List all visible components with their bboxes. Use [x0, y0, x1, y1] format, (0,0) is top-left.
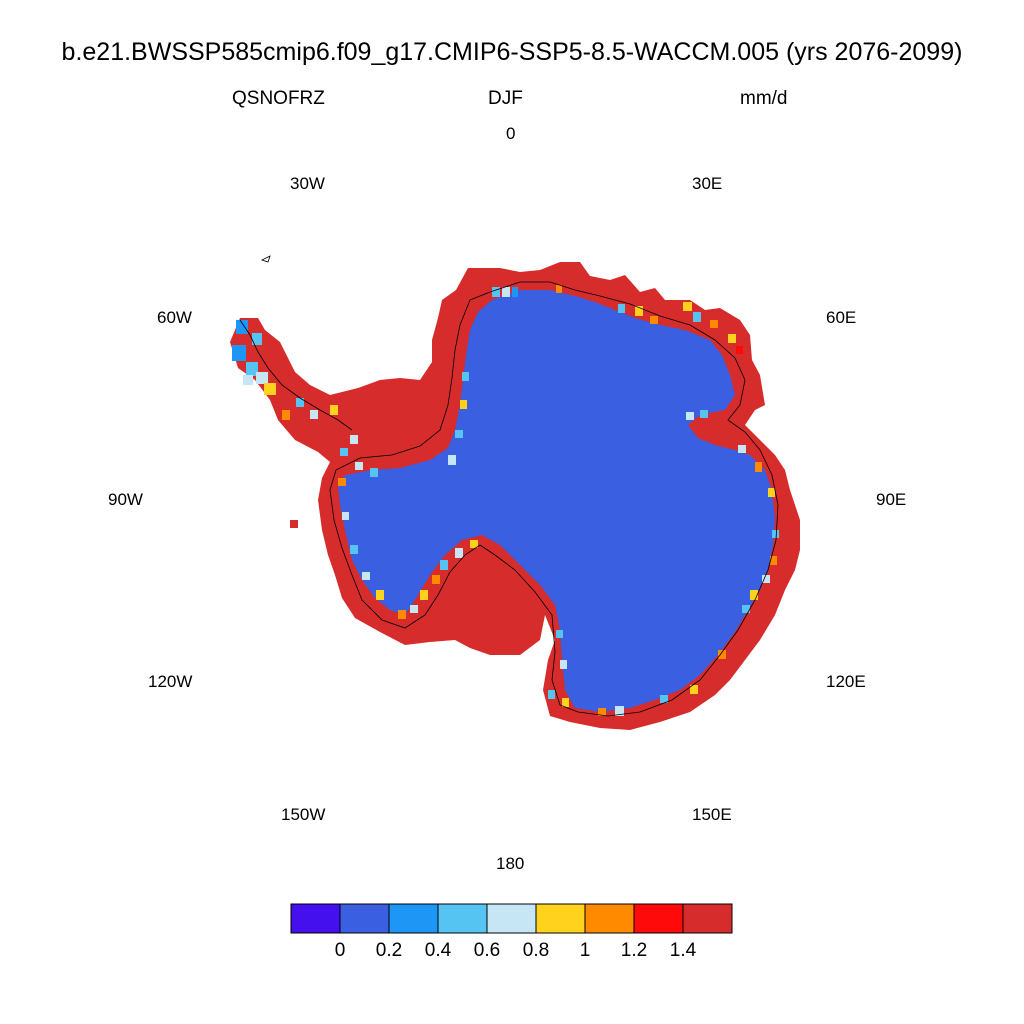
map-title: b.e21.BWSSP585cmip6.f09_g17.CMIP6-SSP5-8…: [61, 38, 963, 66]
lon-label-0: 0: [506, 124, 516, 143]
coastline: [329, 281, 779, 717]
colorbar-box: [388, 903, 439, 934]
lon-label-180: 180: [496, 854, 525, 873]
lon-label-90e: 90E: [876, 490, 907, 509]
colorbar-tick-label: 0.4: [424, 940, 452, 961]
lon-label-60e: 60E: [826, 308, 857, 327]
colorbar-tick-label: 0: [334, 940, 346, 961]
colorbar-box: [290, 903, 341, 934]
colorbar-box: [339, 903, 390, 934]
colorbar-tick-label: 1: [579, 940, 591, 961]
lon-label-150w: 150W: [281, 805, 326, 824]
lon-label-60w: 60W: [157, 308, 192, 327]
colorbar-tick-label: 0.8: [522, 940, 550, 961]
colorbar-tick-label: 1.2: [620, 940, 648, 961]
colorbar-box: [535, 903, 586, 934]
lon-label-90w: 90W: [108, 490, 143, 509]
colorbar-box: [437, 903, 488, 934]
colorbar-box: [633, 903, 684, 934]
peninsula-pixels: [232, 320, 276, 395]
colorbar-box: [682, 903, 733, 934]
interior-ice-sheet: [338, 290, 775, 712]
lon-label-30e: 30E: [692, 174, 723, 193]
units-label: mm/d: [740, 88, 788, 109]
lon-label-150e: 150E: [692, 805, 732, 824]
colorbar-tick-label: 0.2: [375, 940, 403, 961]
colorbar-box: [486, 903, 537, 934]
season-label: DJF: [488, 88, 523, 109]
colorbar-box: [584, 903, 635, 934]
colorbar-tick-label: 1.4: [669, 940, 697, 961]
variable-label: QSNOFRZ: [232, 88, 325, 109]
lon-label-30w: 30W: [290, 174, 325, 193]
colorbar-tick-label: 0.6: [473, 940, 501, 961]
lon-label-120w: 120W: [148, 672, 193, 691]
lon-label-120e: 120E: [826, 672, 866, 691]
island-outline: [260, 255, 271, 263]
peninsula-coastline: [239, 319, 353, 431]
